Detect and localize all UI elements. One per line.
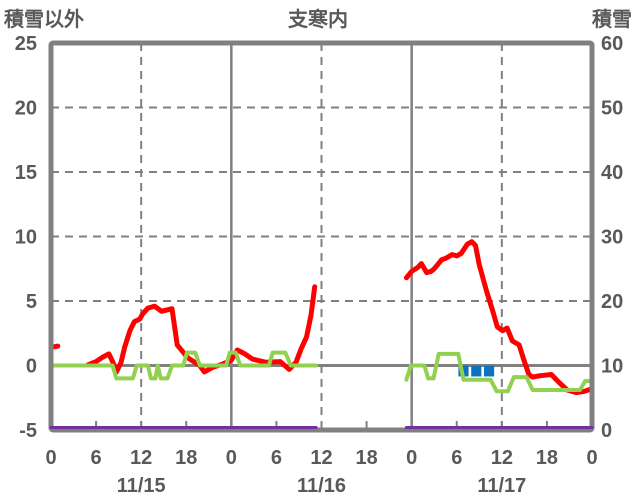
x-axis-tick-label: 0 [45, 447, 56, 469]
right-axis-tick-label: 60 [601, 33, 623, 55]
right-axis-tick-label: 40 [601, 162, 623, 184]
date-label: 11/15 [117, 475, 166, 497]
grid-layer [50, 43, 593, 430]
left-axis-tick-label: -5 [19, 420, 37, 442]
series-layer [48, 239, 595, 396]
date-label: 11/16 [297, 475, 346, 497]
red-line [403, 239, 595, 396]
right-axis-tick-label: 30 [601, 227, 623, 249]
right-axis-tick-label: 20 [601, 291, 623, 313]
x-axis-tick-label: 6 [91, 447, 102, 469]
x-axis-tick-label: 0 [406, 447, 417, 469]
x-axis-tick-label: 18 [355, 447, 377, 469]
right-axis-tick-label: 10 [601, 356, 623, 378]
date-label: 11/17 [477, 475, 526, 497]
left-axis-tick-label: 15 [15, 162, 37, 184]
right-axis-title: 積雪 [592, 8, 632, 31]
green-line [404, 351, 594, 394]
left-axis-tick-label: 20 [15, 98, 37, 120]
plot-border [48, 40, 595, 433]
left-axis-title: 積雪以外 [4, 7, 84, 31]
left-axis-tick-label: 10 [15, 227, 37, 249]
red-line [85, 284, 318, 375]
left-axis-tick-label: 0 [26, 356, 37, 378]
x-axis-tick-label: 0 [586, 447, 597, 469]
chart-title: 支寒内 [288, 7, 348, 31]
plot-frame [48, 40, 595, 433]
right-axis-tick-label: 50 [601, 98, 623, 120]
blue-bars [471, 365, 482, 377]
x-axis-tick-label: 18 [175, 447, 197, 469]
green-line [49, 350, 319, 381]
x-axis-tick-label: 6 [271, 447, 282, 469]
right-axis-tick-label: 0 [601, 420, 612, 442]
x-axis-tick-label: 0 [226, 447, 237, 469]
x-axis-tick-label: 12 [130, 447, 152, 469]
x-axis-tick-label: 12 [310, 447, 332, 469]
x-axis-tick-label: 12 [491, 447, 513, 469]
x-axis-tick-label: 6 [451, 447, 462, 469]
left-axis-tick-label: 25 [15, 33, 37, 55]
blue-bars [483, 365, 495, 377]
left-axis-tick-label: 5 [26, 291, 37, 313]
x-axis-tick-label: 18 [536, 447, 558, 469]
